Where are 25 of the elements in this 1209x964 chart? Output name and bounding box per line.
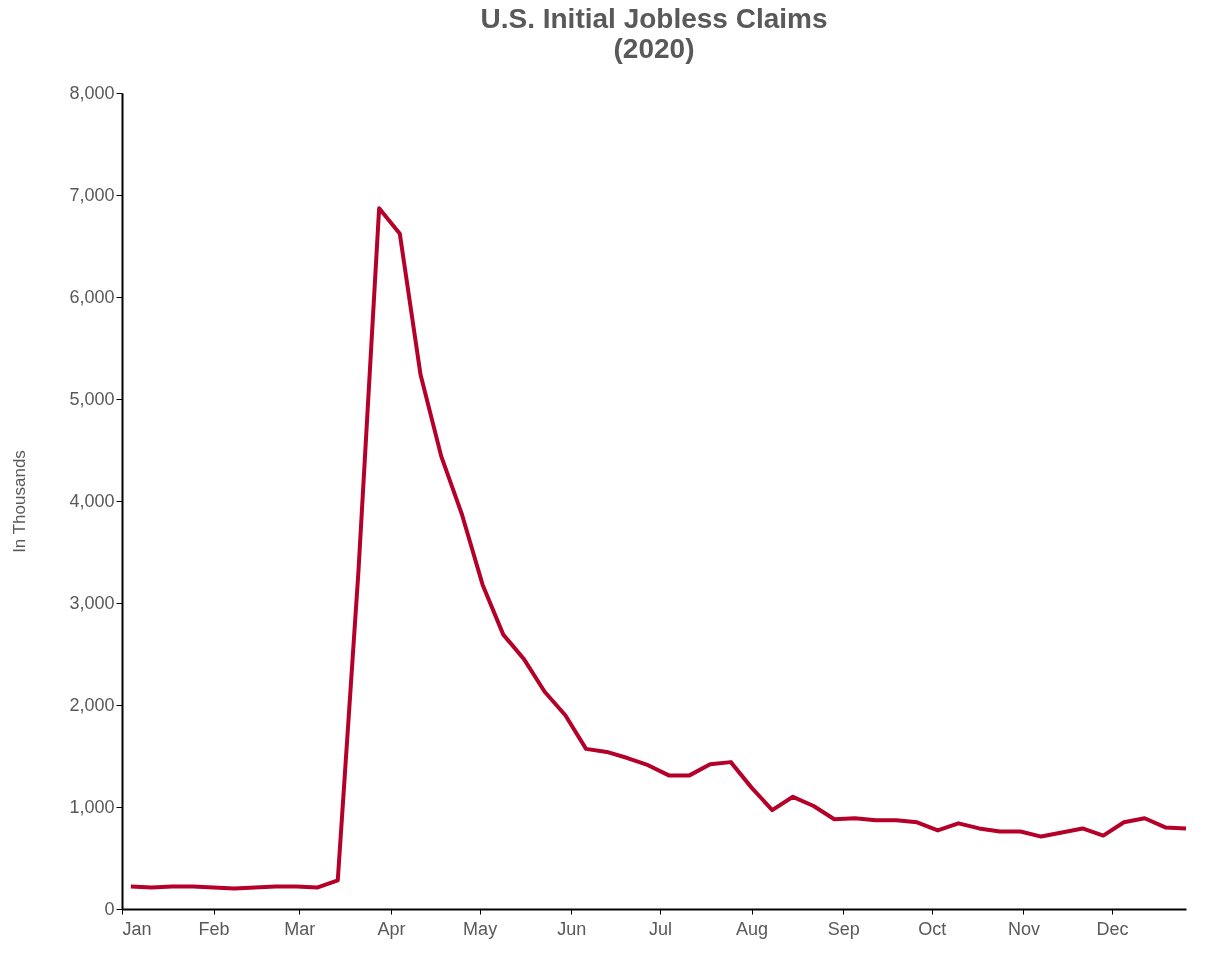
x-tick-label: Mar: [284, 918, 316, 939]
y-axis-title: In Thousands: [10, 450, 30, 553]
y-tick-label: 6,000: [69, 286, 115, 307]
x-tick-label: Jan: [122, 918, 152, 939]
x-tick-label: Dec: [1096, 918, 1129, 939]
text: U.S. Initial Jobless Claims: [480, 3, 828, 34]
y-tick-label: 1,000: [69, 796, 115, 817]
y-tick-label: 0: [104, 898, 115, 919]
x-tick-label: Jun: [557, 918, 587, 939]
x-tick-label: Feb: [198, 918, 230, 939]
y-tick-label: 8,000: [69, 82, 115, 103]
x-tick-label: Nov: [1007, 918, 1040, 939]
y-tick-label: 3,000: [69, 592, 115, 613]
y-tick-label: 2,000: [69, 694, 115, 715]
y-tick-label: 4,000: [69, 490, 115, 511]
text: (2020): [613, 33, 695, 64]
line-series: [128, 206, 1188, 891]
x-tick-label: Aug: [736, 918, 769, 939]
x-tick-label: Jul: [648, 918, 672, 939]
x-tick-label: Sep: [827, 918, 860, 939]
x-tick-label: Apr: [377, 918, 406, 939]
y-tick-label: 7,000: [69, 184, 115, 205]
x-tick-label: May: [463, 918, 498, 939]
x-tick-label: Oct: [918, 918, 947, 939]
y-tick-label: 5,000: [69, 388, 115, 409]
